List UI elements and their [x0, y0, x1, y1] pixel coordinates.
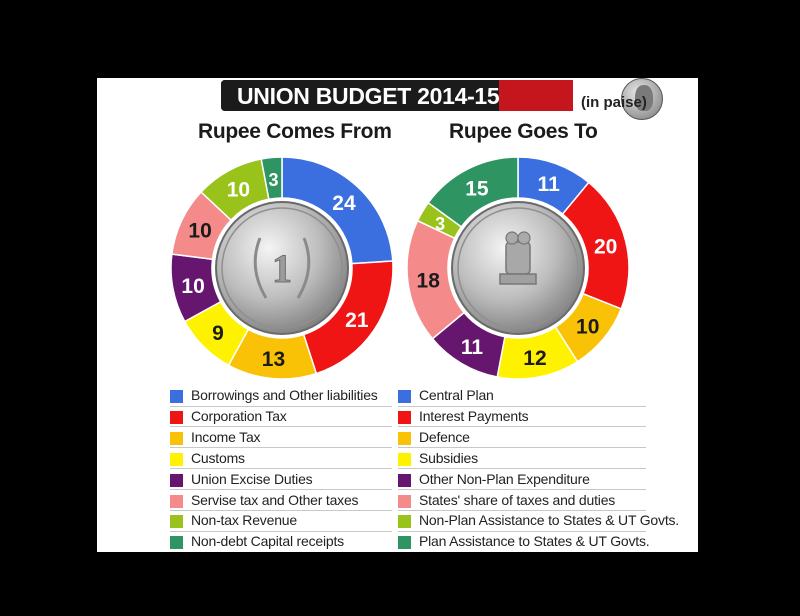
slice-value-label: 18: [417, 269, 441, 292]
legend-divider: [398, 426, 646, 428]
donut-slice: [427, 156, 519, 228]
legend-label: Servise tax and Other taxes: [191, 491, 359, 508]
slice-value-label: 20: [594, 235, 617, 258]
legend-divider: [398, 489, 646, 491]
legend-label: Central Plan: [419, 387, 494, 403]
budget-infographic: UNION BUDGET 2014-15 (in paise) Rupee Co…: [97, 78, 698, 552]
legend-divider: [398, 530, 646, 532]
legend-label: Non-debt Capital receipts: [191, 533, 344, 550]
slice-value-label: 12: [523, 347, 546, 370]
slice-value-label: 11: [538, 173, 561, 196]
legend-divider: [170, 489, 392, 491]
legend-label: Non-Plan Assistance to States & UT Govts…: [419, 512, 679, 529]
legend-label: Interest Payments: [419, 407, 529, 424]
legend-swatch: [170, 452, 183, 466]
legend-swatch: [398, 536, 411, 550]
slice-value-label: 15: [465, 177, 489, 200]
legend-label: Plan Assistance to States & UT Govts.: [419, 533, 650, 550]
portrait-silhouette: [635, 85, 653, 111]
legend-swatch: [398, 410, 411, 424]
svg-text:1: 1: [272, 246, 292, 291]
slice-value-label: 3: [268, 170, 278, 190]
chart-title-goes-to: Rupee Goes To: [449, 120, 598, 143]
legend-swatch: [170, 410, 183, 424]
legend-label: Other Non-Plan Expenditure: [419, 470, 590, 487]
legend-swatch: [398, 494, 411, 508]
legend-label: Non-tax Revenue: [191, 512, 297, 529]
legend-swatch: [398, 452, 411, 466]
legend-divider: [398, 405, 646, 407]
legend-label: Subsidies: [419, 449, 478, 466]
page-title: UNION BUDGET 2014-15: [237, 83, 500, 109]
coin-icon: [451, 201, 585, 335]
legend-swatch: [398, 431, 411, 445]
legend-divider: [170, 530, 392, 532]
legend-swatch: [170, 390, 183, 403]
slice-value-label: 24: [332, 192, 356, 215]
slice-value-label: 11: [461, 336, 484, 359]
legend-swatch: [170, 536, 183, 550]
legend-label: Union Excise Duties: [191, 470, 313, 487]
legend-label: Borrowings and Other liabilities: [191, 387, 378, 403]
legend-divider: [170, 426, 392, 428]
slice-value-label: 10: [188, 219, 211, 242]
legend-swatch: [398, 390, 411, 403]
legend-swatch: [170, 515, 183, 529]
legend-divider: [398, 510, 646, 511]
slice-value-label: 13: [262, 348, 285, 371]
legend-swatch: [398, 515, 411, 529]
slice-value-label: 9: [212, 322, 224, 345]
legend-label: Corporation Tax: [191, 407, 287, 424]
chart-title-comes-from: Rupee Comes From: [198, 120, 392, 143]
title-banner-dark: [221, 80, 499, 111]
donut-chart-goes-to: 11 20 10 12 11 18 3 15: [406, 156, 630, 380]
legend-swatch: [170, 473, 183, 487]
donut-chart-comes-from: 24 21 13 9 10 10 10 3 1: [170, 156, 394, 380]
legend-swatch: [170, 431, 183, 445]
legend-divider: [170, 405, 392, 407]
title-banner: UNION BUDGET 2014-15: [221, 78, 663, 120]
legend-divider: [170, 447, 392, 449]
unit-label: (in paise): [581, 94, 647, 111]
legend-divider: [398, 447, 646, 449]
slice-value-label: 3: [435, 214, 445, 234]
coin-portrait-icon: [621, 78, 663, 120]
legend-divider: [398, 468, 646, 470]
legend-label: Defence: [419, 428, 470, 445]
legend-swatch: [398, 473, 411, 487]
legend-divider: [170, 510, 392, 511]
legend-label: Customs: [191, 449, 245, 466]
legend-divider: [170, 468, 392, 470]
slice-value-label: 10: [576, 316, 599, 339]
slice-value-label: 10: [227, 179, 250, 202]
legend-label: States' share of taxes and duties: [419, 491, 616, 508]
legend-swatch: [170, 494, 183, 508]
slice-value-label: 10: [181, 275, 204, 298]
donut-slice: [260, 156, 283, 201]
legend-label: Income Tax: [191, 428, 261, 445]
slice-value-label: 21: [345, 309, 369, 332]
coin-icon: 1: [215, 201, 349, 335]
